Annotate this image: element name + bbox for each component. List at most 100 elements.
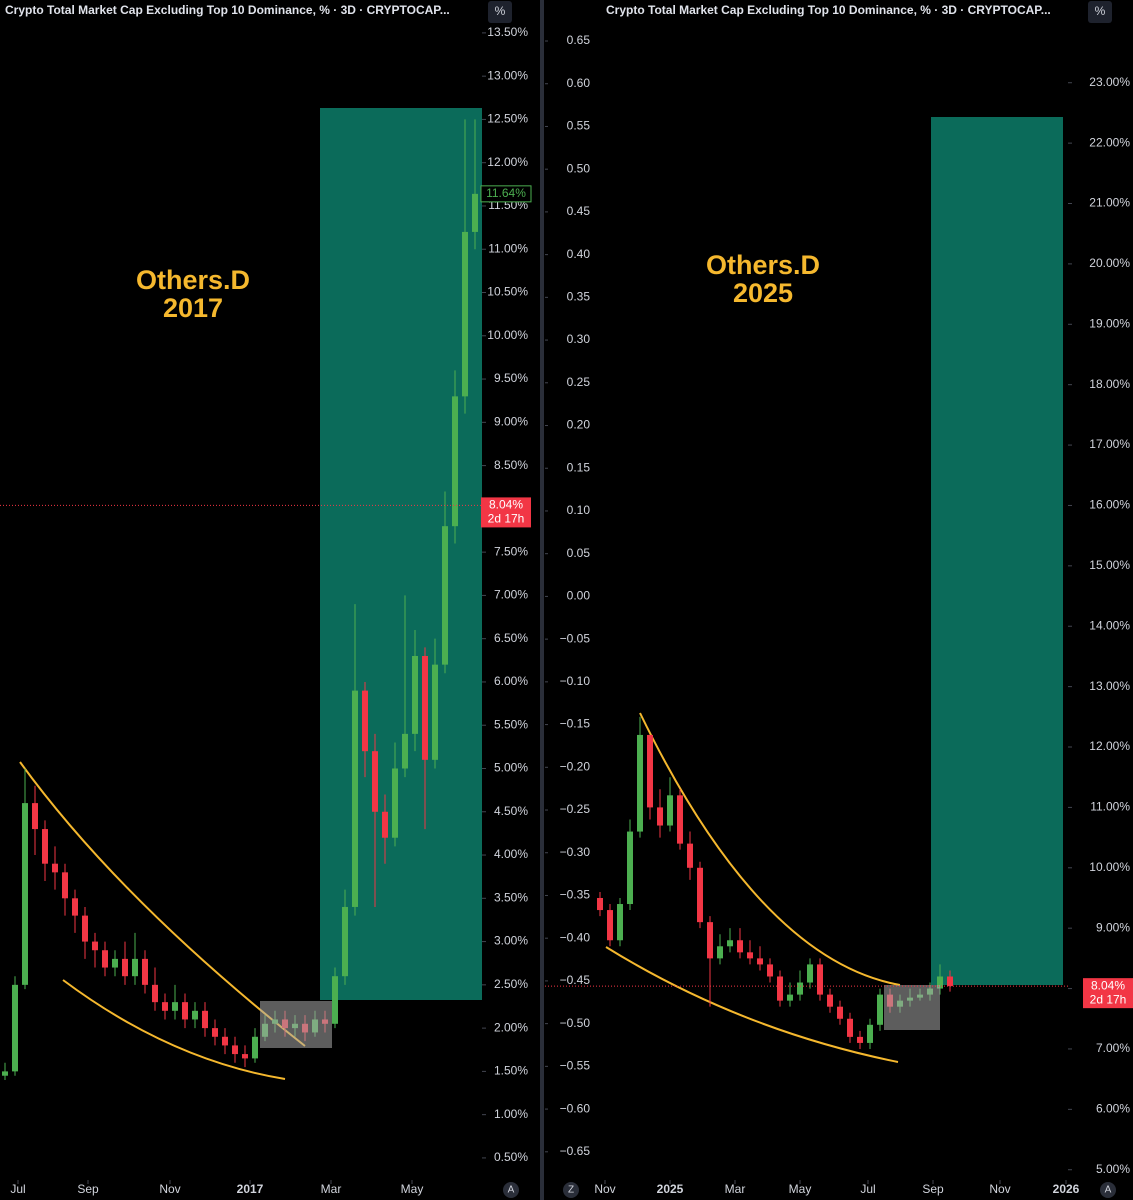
y-tick-label: 10.50% [487, 285, 528, 299]
y-tick-label: 15.00% [1089, 558, 1130, 572]
candle-body [242, 1054, 248, 1059]
annotation: Others.D [706, 250, 820, 280]
candle-body [232, 1045, 238, 1055]
y2-tick-label: −0.60 [560, 1101, 591, 1115]
x-tick-label: Mar [725, 1182, 746, 1196]
auto-button-box [1100, 1182, 1116, 1198]
candle-body [472, 193, 478, 232]
y2-tick-label: 0.55 [567, 119, 591, 133]
candle-body [687, 843, 693, 868]
y-tick-label: 23.00% [1089, 75, 1130, 89]
candle-body [847, 1018, 853, 1037]
candle-body [132, 958, 138, 977]
y-tick-label: 11.00% [488, 241, 528, 255]
y-tick-label: 12.00% [487, 155, 528, 169]
x-tick-label: Nov [159, 1182, 180, 1196]
y-tick-label: 21.00% [1089, 196, 1130, 210]
candle-body [597, 897, 603, 911]
candle-body [102, 950, 108, 968]
y-tick-label: 2.00% [494, 1020, 528, 1034]
candle-body [767, 964, 773, 977]
y2-tick-label: −0.25 [560, 802, 591, 816]
auto-button: A [1105, 1185, 1112, 1196]
y2-tick-label: 0.20 [567, 418, 591, 432]
current-price-label: 8.04% [1091, 978, 1125, 992]
candle-body [62, 872, 68, 899]
candle-body [182, 1002, 188, 1020]
candle-body [432, 664, 438, 760]
candle-body [827, 994, 833, 1007]
candle-body [627, 831, 633, 905]
y2-tick-label: 0.65 [567, 33, 591, 47]
y-tick-label: 13.00% [1089, 679, 1130, 693]
annotation: 2017 [163, 293, 223, 323]
candle-body [452, 396, 458, 527]
y2-tick-label: 0.10 [567, 503, 591, 517]
y-tick-label: 4.50% [494, 804, 528, 818]
y-tick-label: 22.00% [1089, 135, 1130, 149]
candle-body [747, 952, 753, 959]
candle-body [677, 795, 683, 844]
y2-tick-label: −0.20 [560, 759, 591, 773]
target-zone [320, 108, 482, 1000]
x-tick-label: Sep [77, 1182, 99, 1196]
candle-body [462, 231, 468, 397]
y-tick-label: 9.00% [1096, 920, 1130, 934]
y2-tick-label: −0.05 [560, 631, 591, 645]
y2-tick-label: −0.50 [560, 1016, 591, 1030]
candle-body [52, 863, 58, 873]
candle-body [202, 1010, 208, 1029]
y-tick-label: 6.00% [494, 674, 528, 688]
auto-button-box [503, 1182, 519, 1198]
trend-curve [605, 946, 899, 1063]
candle-body [637, 734, 643, 832]
y2-tick-label: 0.00 [567, 589, 591, 603]
candle-body [12, 984, 18, 1072]
candle-body [222, 1036, 228, 1046]
y-tick-label: 6.50% [494, 631, 528, 645]
current-price-box [1083, 978, 1133, 1009]
y2-tick-label: 0.30 [567, 332, 591, 346]
y-tick-label: 17.00% [1089, 437, 1130, 451]
y-tick-label: 11.00% [1090, 800, 1130, 814]
last-price-box [480, 185, 532, 203]
y-tick-label: 13.00% [487, 68, 528, 82]
y-tick-label: 0.50% [494, 1150, 528, 1164]
x-tick-label: Nov [989, 1182, 1010, 1196]
annotation: 2025 [733, 278, 793, 308]
y-tick-label: 8.50% [494, 458, 528, 472]
scale-button: % [1095, 4, 1106, 18]
candle-body [332, 976, 338, 1024]
y2-tick-label: 0.15 [567, 460, 591, 474]
x-tick-label: May [401, 1182, 424, 1196]
candle-body [757, 958, 763, 965]
y-tick-label: 20.00% [1089, 256, 1130, 270]
y2-tick-label: 0.50 [567, 161, 591, 175]
current-price-label: 8.04% [489, 498, 523, 512]
candle-body [877, 994, 883, 1025]
candle-body [122, 958, 128, 977]
candle-body [717, 946, 723, 959]
current-price-box [481, 497, 531, 528]
y-tick-label: 12.00% [1089, 739, 1130, 753]
target-zone [931, 117, 1063, 985]
annotation: Others.D [136, 265, 250, 295]
y-tick-label: 7.50% [494, 544, 528, 558]
y2-tick-label: 0.40 [567, 247, 591, 261]
candle-body [707, 922, 713, 959]
zoom-button-box [563, 1182, 579, 1198]
y-tick-label: 14.00% [1089, 618, 1130, 632]
candle-body [867, 1024, 873, 1043]
candle-body [212, 1028, 218, 1037]
candle-body [422, 655, 428, 760]
candle-body [152, 984, 158, 1003]
y-tick-label: 5.00% [1096, 1162, 1130, 1176]
candle-body [817, 964, 823, 995]
candle-body [192, 1010, 198, 1020]
y2-tick-label: −0.15 [560, 717, 591, 731]
candle-body [22, 803, 28, 985]
y-tick-label: 12.50% [487, 112, 528, 126]
candle-body [172, 1002, 178, 1011]
candle-body [797, 982, 803, 995]
x-tick-label: 2025 [657, 1182, 684, 1196]
